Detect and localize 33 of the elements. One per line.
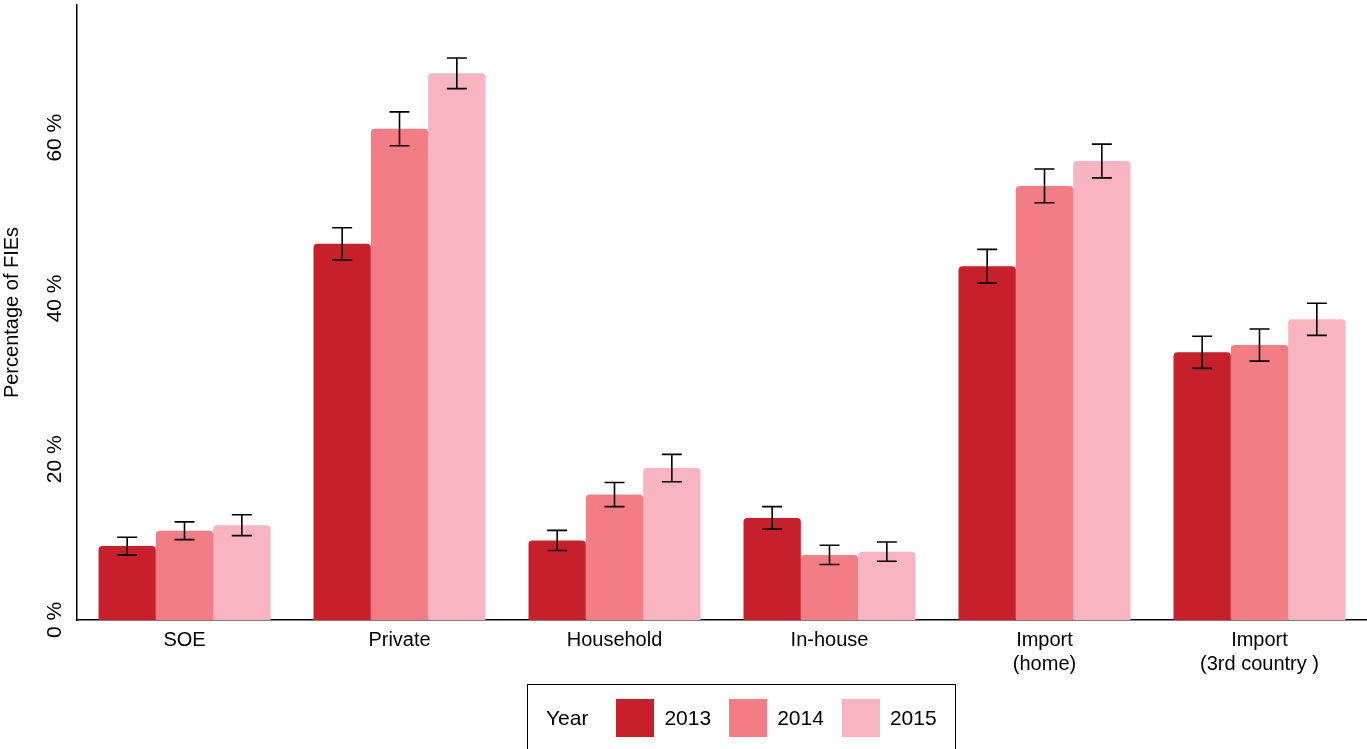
y-tick-label: 60 %	[41, 113, 65, 162]
bar	[643, 468, 701, 620]
x-tick-label: In-house	[790, 627, 869, 650]
x-tick-label: SOE	[163, 627, 206, 650]
bar	[858, 551, 916, 620]
bar	[370, 128, 429, 620]
bar	[1288, 319, 1346, 620]
y-tick-label: 0 %	[41, 601, 65, 639]
bar	[585, 494, 644, 620]
bar	[528, 540, 586, 620]
bar	[1173, 352, 1231, 620]
bar	[313, 243, 371, 620]
y-tick-label: 20 %	[41, 435, 65, 484]
x-tick-label: Import (home)	[1012, 627, 1077, 674]
bar	[213, 525, 271, 620]
y-axis-title: Percentage of FIEs	[0, 226, 22, 399]
bar	[800, 554, 859, 620]
bar	[1073, 160, 1131, 620]
bar	[1230, 345, 1289, 620]
legend-label: 2015	[889, 706, 937, 730]
legend-label: 2013	[664, 706, 712, 730]
x-tick-label: Private	[368, 627, 431, 650]
legend-title: Year	[546, 706, 589, 730]
bar	[98, 546, 156, 620]
x-tick-label: Household	[566, 627, 663, 650]
bar	[155, 530, 214, 620]
bar	[428, 73, 486, 620]
legend-label: 2014	[777, 706, 824, 730]
bar	[743, 517, 801, 620]
bar	[958, 266, 1016, 620]
bar	[1015, 185, 1074, 620]
y-tick-label: 40 %	[41, 274, 65, 323]
x-tick-label: Import (3rd country )	[1200, 627, 1319, 674]
